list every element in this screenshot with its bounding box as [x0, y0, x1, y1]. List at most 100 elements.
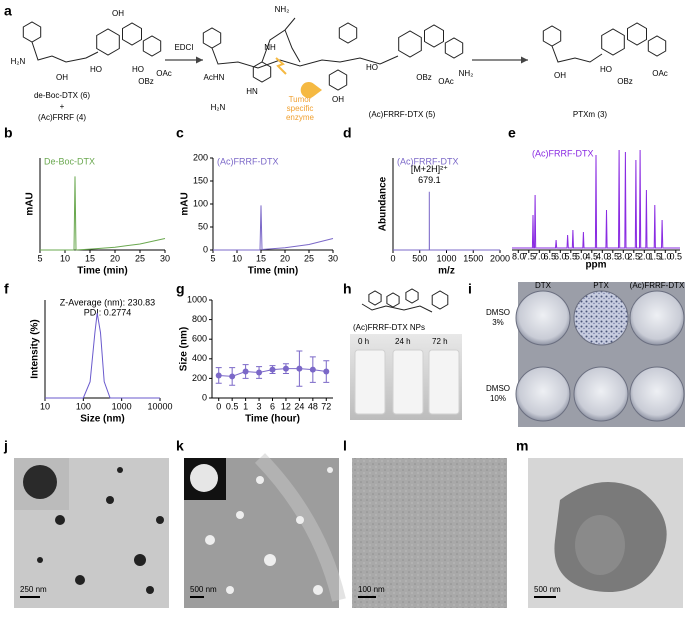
y-axis-label: Intensity (%): [30, 319, 41, 378]
column-label: DTX: [535, 281, 552, 290]
x-tick-label: 72: [321, 401, 331, 411]
atom-label: HO: [600, 65, 612, 74]
x-tick-label: 4.0: [596, 251, 609, 261]
x-axis-label: Time (hour): [245, 414, 300, 425]
x-axis-label: Time (min): [248, 266, 298, 277]
x-tick-label: 3.0: [617, 251, 630, 261]
ring: [22, 21, 42, 43]
x-tick-label: 0: [390, 253, 395, 263]
ring: [368, 290, 382, 306]
particle-zoom: [190, 464, 218, 492]
particle: [156, 516, 164, 524]
x-tick-label: 30: [160, 253, 170, 263]
x-tick-label: 5.5: [565, 251, 578, 261]
cleavage-mark: [275, 57, 287, 75]
particle-zoom: [23, 465, 57, 499]
x-tick-label: 15: [85, 253, 95, 263]
bond: [31, 41, 99, 63]
x-axis-label: Time (min): [77, 266, 127, 277]
particle: [236, 511, 244, 519]
atom-label: OH: [554, 71, 566, 80]
time-label: 0 h: [358, 337, 369, 346]
x-tick-label: 100: [76, 401, 91, 411]
atom-label: H₂N: [11, 57, 26, 66]
particle: [106, 496, 114, 504]
ring: [405, 288, 419, 304]
annotation: PDI: 0.2774: [84, 307, 132, 317]
atom-label: OAc: [652, 69, 668, 78]
y-tick-label: 100: [193, 198, 208, 208]
x-tick-label: 0.5: [670, 251, 683, 261]
compound-label: de-Boc-DTX (6): [34, 91, 90, 100]
reagent-label: EDCI: [174, 43, 193, 52]
bond: [211, 47, 399, 69]
x-axis-label: Size (nm): [80, 414, 124, 425]
x-tick-label: 30: [328, 253, 338, 263]
panel-label: b: [4, 125, 13, 141]
atom-label: H₂N: [211, 103, 226, 112]
ring: [542, 25, 562, 47]
x-tick-label: 1000: [112, 401, 132, 411]
bond: [261, 17, 296, 63]
ring: [444, 37, 464, 59]
x-tick-label: 3.5: [607, 251, 620, 261]
dish: [573, 366, 629, 422]
series-line: [40, 176, 166, 251]
ring: [647, 35, 667, 57]
y-axis-label: Size (nm): [179, 327, 190, 371]
x-tick-label: 2.0: [638, 251, 651, 261]
x-tick-label: 48: [308, 401, 318, 411]
ring: [627, 22, 647, 46]
x-tick-label: 0.5: [226, 401, 239, 411]
point: [256, 369, 263, 376]
y-tick-label: 1000: [187, 294, 207, 304]
ring: [122, 22, 142, 46]
y-axis-label: mAU: [25, 192, 36, 215]
scale-bar-label: 100 nm: [358, 585, 385, 594]
x-tick-label: 10000: [147, 401, 172, 411]
x-tick-label: 500: [412, 253, 427, 263]
atom-label: OH: [56, 73, 68, 82]
point: [269, 366, 276, 373]
panel-label: i: [468, 281, 472, 297]
x-tick-label: 4.5: [586, 251, 599, 261]
scale-bar-label: 500 nm: [190, 585, 217, 594]
x-tick-label: 1: [243, 401, 248, 411]
atom-label: OBz: [416, 73, 432, 82]
scale-bar-label: 250 nm: [20, 585, 47, 594]
atom-label: NH₂: [275, 5, 290, 14]
x-tick-label: 1.5: [649, 251, 662, 261]
particle: [146, 586, 154, 594]
series-line: [213, 205, 334, 251]
point: [323, 368, 330, 375]
dish: [629, 366, 685, 422]
y-tick-label: 0: [203, 244, 208, 254]
peak-label: [M+2H]²⁺: [411, 164, 448, 174]
atom-label: HO: [366, 63, 378, 72]
bond: [551, 45, 603, 63]
row-label: 3%: [492, 318, 504, 327]
aggregate-core: [575, 515, 625, 575]
x-tick-label: 10: [232, 253, 242, 263]
panel-label: h: [343, 281, 352, 297]
x-tick-label: 15: [256, 253, 266, 263]
atom-label: HO: [132, 65, 144, 74]
bond: [361, 303, 433, 313]
x-tick-label: 3: [257, 401, 262, 411]
vial: [428, 349, 460, 415]
ring: [431, 290, 449, 310]
annotation: (Ac)FRRF-DTX: [217, 156, 279, 166]
dish: [629, 290, 685, 346]
x-axis-label: ppm: [585, 260, 606, 271]
vial: [392, 349, 424, 415]
atom-label: OBz: [617, 77, 633, 86]
x-tick-label: 1000: [436, 253, 456, 263]
ring: [601, 28, 625, 56]
compound-label: +: [60, 102, 65, 111]
atom-label: HO: [90, 65, 102, 74]
panel-title: (Ac)FRRF-DTX NPs: [353, 323, 425, 332]
y-tick-label: 50: [198, 221, 208, 231]
point: [242, 368, 249, 375]
